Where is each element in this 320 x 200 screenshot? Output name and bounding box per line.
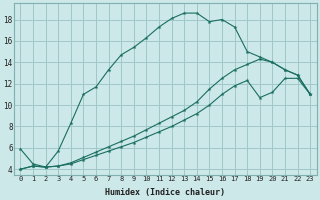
X-axis label: Humidex (Indice chaleur): Humidex (Indice chaleur) — [105, 188, 225, 197]
